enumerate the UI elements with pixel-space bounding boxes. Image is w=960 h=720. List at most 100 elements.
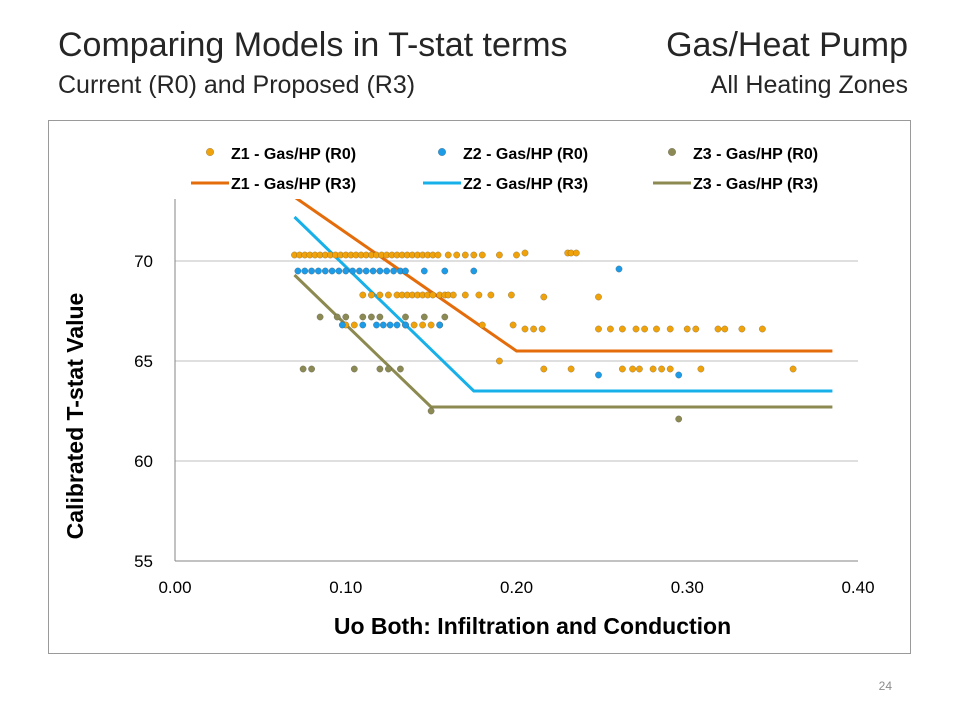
data-point: [538, 325, 546, 333]
data-point: [359, 313, 367, 321]
data-point: [420, 267, 428, 275]
data-point: [386, 321, 394, 329]
data-point: [595, 293, 602, 301]
x-tick-label: 0.20: [500, 578, 533, 597]
data-point: [453, 251, 461, 259]
data-point: [470, 251, 478, 259]
y-tick-label: 65: [134, 352, 153, 371]
legend-label: Z1 - Gas/HP (R0): [231, 146, 356, 163]
legend-marker: [205, 147, 215, 157]
legend-marker: [437, 147, 447, 157]
data-point: [362, 267, 370, 275]
data-point: [420, 313, 428, 321]
data-point: [692, 325, 700, 333]
data-point: [478, 321, 486, 329]
data-point: [301, 267, 309, 275]
chart-frame: 55 60 65 70 0.00 0.10 0.20 0.30 0.40 Uo Both: Inf…: [48, 120, 911, 654]
data-point: [653, 325, 660, 333]
plot-top-mask: [176, 121, 859, 199]
data-point: [461, 291, 469, 299]
data-point: [402, 267, 409, 275]
data-point: [350, 365, 358, 373]
data-point: [470, 267, 478, 275]
data-point: [314, 267, 322, 275]
data-point: [507, 291, 515, 299]
data-point: [367, 291, 375, 299]
data-point: [595, 371, 602, 379]
y-axis-title: Calibrated T-stat Value: [62, 293, 88, 540]
data-point: [294, 267, 302, 275]
y-tick-label: 60: [134, 452, 153, 471]
data-point: [758, 325, 766, 333]
data-point: [615, 265, 623, 273]
data-point: [441, 313, 449, 321]
data-point: [379, 321, 387, 329]
data-point: [540, 293, 548, 301]
data-point: [635, 365, 643, 373]
data-point: [618, 325, 626, 333]
data-point: [373, 321, 380, 329]
data-point: [649, 365, 657, 373]
data-point: [359, 291, 367, 299]
slide-title: Comparing Models in T-stat terms: [58, 26, 568, 64]
data-point: [349, 267, 357, 275]
data-point: [338, 321, 346, 329]
data-point: [434, 251, 442, 259]
slide-subtitle: Current (R0) and Proposed (R3): [58, 71, 416, 99]
data-point: [478, 251, 486, 259]
data-point: [328, 267, 336, 275]
data-point: [641, 325, 649, 333]
data-point: [632, 325, 640, 333]
data-point: [393, 321, 401, 329]
data-point: [436, 321, 444, 329]
data-point: [369, 267, 377, 275]
data-point: [666, 325, 674, 333]
data-point: [444, 251, 452, 259]
data-point: [461, 251, 469, 259]
chart: 55 60 65 70 0.00 0.10 0.20 0.30 0.40 Uo Both: Inf…: [62, 121, 875, 639]
legend-label: Z1 - Gas/HP (R3): [231, 176, 356, 193]
data-point: [666, 365, 674, 373]
data-point: [299, 365, 307, 373]
data-point: [419, 321, 427, 329]
data-point: [530, 325, 538, 333]
data-point: [402, 313, 409, 321]
data-point: [333, 313, 341, 321]
data-point: [427, 321, 435, 329]
page-number: 24: [878, 679, 892, 693]
data-point: [697, 365, 705, 373]
x-tick-label: 0.40: [841, 578, 874, 597]
data-point: [383, 267, 391, 275]
data-point: [342, 267, 350, 275]
data-point: [738, 325, 746, 333]
series-line: [293, 215, 833, 393]
data-point: [540, 365, 548, 373]
data-point: [376, 313, 384, 321]
data-point: [359, 321, 367, 329]
data-point: [487, 291, 495, 299]
legend-label: Z3 - Gas/HP (R3): [693, 176, 818, 193]
data-point: [355, 267, 363, 275]
x-tick-label: 0.00: [158, 578, 191, 597]
data-point: [513, 251, 520, 259]
y-tick-label: 70: [134, 252, 153, 271]
data-point: [721, 325, 729, 333]
data-point: [376, 267, 384, 275]
data-point: [396, 365, 404, 373]
data-point: [367, 313, 375, 321]
data-point: [595, 325, 602, 333]
data-point: [335, 267, 343, 275]
data-point: [308, 267, 316, 275]
data-point: [429, 291, 437, 299]
data-point: [449, 291, 457, 299]
slide-title-right: Gas/Heat Pump: [666, 26, 908, 64]
data-point: [376, 365, 384, 373]
series-line: [293, 273, 833, 409]
data-point: [714, 325, 722, 333]
data-point: [316, 313, 324, 321]
data-point: [572, 249, 580, 257]
data-point: [495, 357, 503, 365]
slide-subtitle-right: All Heating Zones: [710, 71, 908, 99]
data-point: [789, 365, 797, 373]
data-point: [475, 291, 483, 299]
